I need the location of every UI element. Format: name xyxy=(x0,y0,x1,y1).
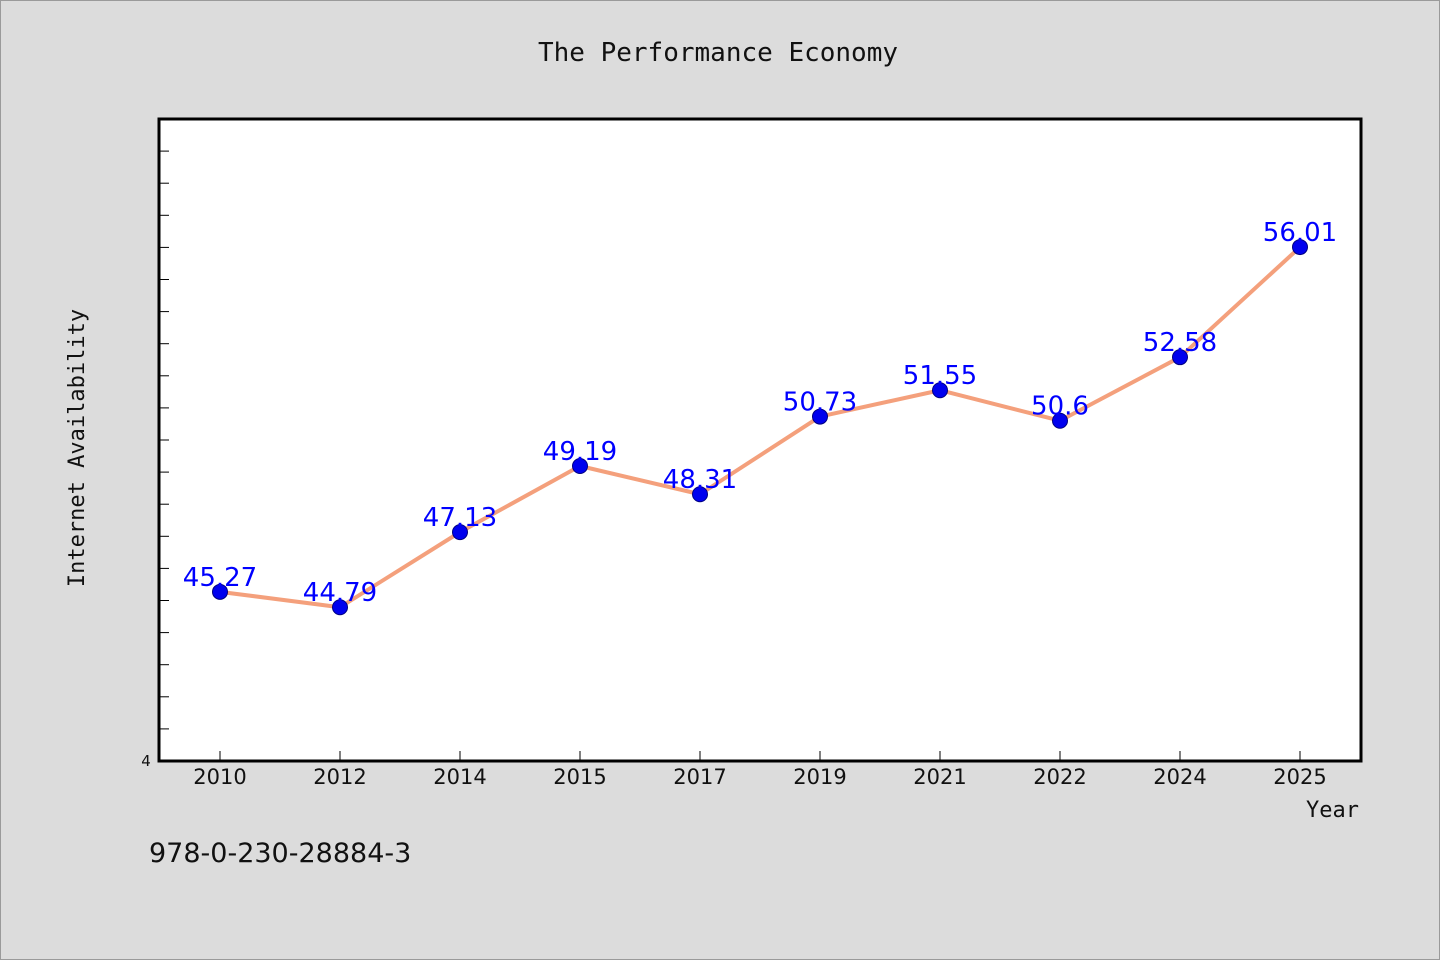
data-label: 48.31 xyxy=(663,465,737,495)
data-point xyxy=(1172,349,1188,366)
data-point xyxy=(692,486,708,503)
x-tick-label: 2014 xyxy=(433,765,486,789)
x-tick-label: 2019 xyxy=(793,765,846,789)
x-tick-label: 2015 xyxy=(553,765,606,789)
data-point xyxy=(452,524,468,541)
data-label: 45.27 xyxy=(183,563,257,593)
data-label: 51.55 xyxy=(903,361,977,391)
data-point xyxy=(332,599,348,616)
data-point xyxy=(812,408,828,425)
data-label: 50.6 xyxy=(1031,392,1089,422)
chart-title: The Performance Economy xyxy=(538,38,898,68)
x-tick-label: 2017 xyxy=(673,765,726,789)
plot-area xyxy=(157,117,1363,763)
x-axis-ticks: 2010 2012 2014 2015 2017 2019 2021 2022 2024 2025 xyxy=(193,751,1327,789)
x-tick-label: 2022 xyxy=(1033,765,1086,789)
series-line-group: 45.27 44.79 47.13 49.19 48.31 50.73 51.55 50.6 5… xyxy=(183,218,1337,616)
data-point xyxy=(212,583,228,600)
data-point xyxy=(1292,239,1308,256)
data-label: 44.79 xyxy=(303,578,377,608)
data-label: 56.01 xyxy=(1263,218,1337,248)
data-point xyxy=(572,458,588,475)
y-axis-label: Internet Availability xyxy=(65,309,90,587)
y-tick-label: 4 xyxy=(141,752,151,770)
data-label: 47.13 xyxy=(423,503,497,533)
x-tick-label: 2024 xyxy=(1153,765,1206,789)
y-axis-ticks xyxy=(159,150,169,730)
x-tick-label: 2012 xyxy=(313,765,366,789)
isbn-footer: 978-0-230-28884-3 xyxy=(149,838,411,869)
series-line xyxy=(219,245,1302,610)
x-tick-label: 2025 xyxy=(1273,765,1326,789)
data-point xyxy=(1052,412,1068,429)
data-label: 50.73 xyxy=(783,388,857,418)
x-tick-label: 2021 xyxy=(913,765,966,789)
x-tick-label: 2010 xyxy=(193,765,246,789)
x-axis-label: Year xyxy=(1306,798,1359,823)
data-label: 52.58 xyxy=(1143,328,1217,358)
data-point xyxy=(932,382,948,399)
data-label: 49.19 xyxy=(543,437,617,467)
